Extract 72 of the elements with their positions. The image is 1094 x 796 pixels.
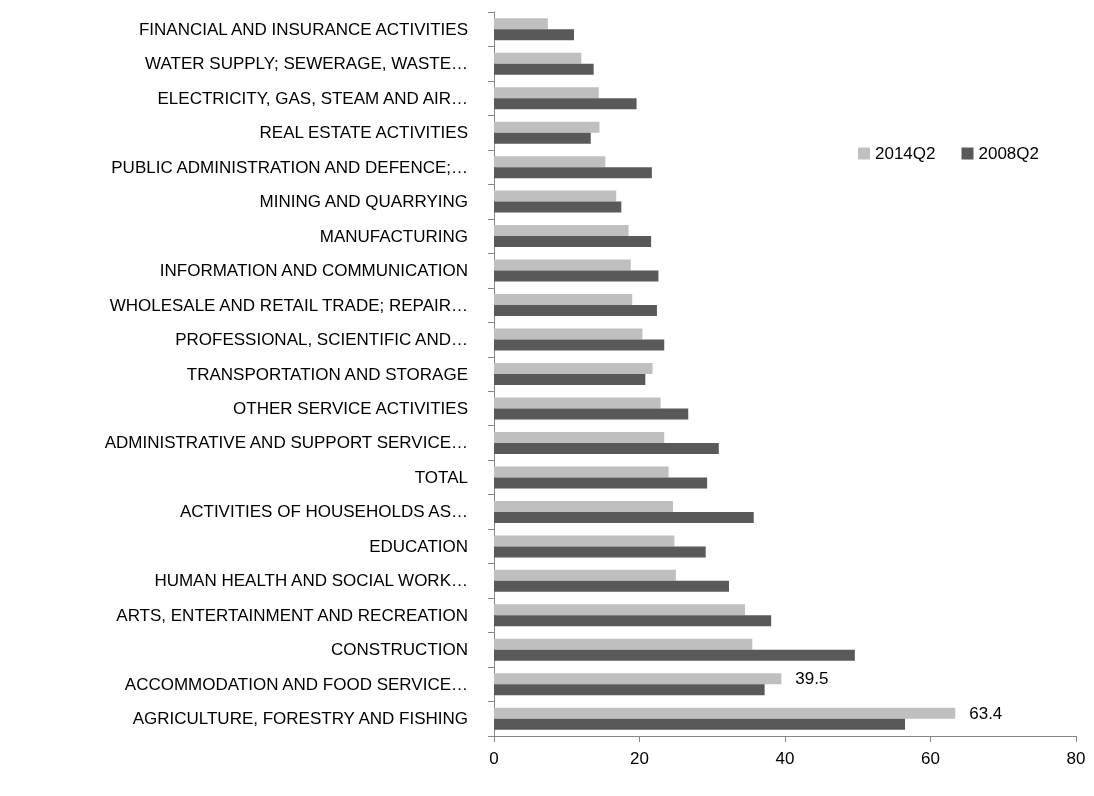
- x-tick-label: 80: [1066, 749, 1086, 768]
- bar: [494, 615, 772, 627]
- y-tick-label: PROFESSIONAL, SCIENTIFIC AND…: [175, 330, 468, 350]
- bar: [494, 442, 719, 454]
- bar: [494, 374, 646, 385]
- bar: [494, 294, 633, 306]
- bar: [494, 673, 782, 685]
- y-tick-label: TRANSPORTATION AND STORAGE: [186, 364, 468, 384]
- y-tick-label: TOTAL: [414, 467, 468, 487]
- legend-label: 2014Q2: [875, 144, 936, 163]
- bar: [494, 339, 665, 351]
- y-tick-label: ACCOMMODATION AND FOOD SERVICE…: [124, 674, 468, 694]
- y-tick-label: MINING AND QUARRYING: [259, 192, 468, 212]
- data-label: 39.5: [795, 669, 829, 689]
- y-tick-label: ADMINISTRATIVE AND SUPPORT SERVICE…: [104, 433, 468, 453]
- bar: [494, 569, 676, 581]
- bar: [494, 466, 669, 478]
- x-tick-label: 40: [775, 749, 795, 768]
- bar: [494, 604, 745, 616]
- y-tick-label: ARTS, ENTERTAINMENT AND RECREATION: [116, 605, 468, 625]
- bar: [494, 167, 652, 179]
- bar: [494, 121, 600, 133]
- bar: [494, 718, 906, 730]
- bar: [494, 29, 575, 41]
- bar: [494, 190, 617, 202]
- bar: [494, 535, 675, 547]
- y-tick-label: EDUCATION: [369, 536, 468, 556]
- y-tick-label: ACTIVITIES OF HOUSEHOLDS AS…: [179, 502, 468, 522]
- bar: [494, 649, 855, 661]
- data-label: 63.4: [969, 703, 1003, 723]
- bar: [494, 328, 643, 340]
- x-tick-label: 20: [630, 749, 649, 768]
- y-tick-label: WATER SUPPLY; SEWERAGE, WASTE…: [145, 54, 468, 74]
- bar: [494, 363, 653, 374]
- bar: [494, 546, 706, 558]
- bar: [494, 156, 606, 168]
- bar: [494, 132, 591, 144]
- y-tick-label: AGRICULTURE, FORESTRY AND FISHING: [132, 709, 468, 729]
- y-tick-label: INFORMATION AND COMMUNICATION: [159, 261, 468, 281]
- y-tick-label: OTHER SERVICE ACTIVITIES: [233, 398, 468, 418]
- bar: [494, 397, 661, 409]
- y-tick-label: PUBLIC ADMINISTRATION AND DEFENCE;…: [111, 157, 468, 177]
- bar: [494, 431, 665, 443]
- bar: [494, 52, 582, 64]
- bar: [494, 684, 765, 696]
- y-tick-label: FINANCIAL AND INSURANCE ACTIVITIES: [138, 19, 468, 39]
- bar: [494, 63, 594, 75]
- bar: [494, 98, 637, 110]
- bar: [494, 511, 754, 523]
- bar: [494, 270, 659, 282]
- y-tick-label: MANUFACTURING: [319, 226, 468, 246]
- bar: [494, 638, 753, 650]
- legend-label: 2008Q2: [978, 144, 1039, 163]
- y-tick-label: WHOLESALE AND RETAIL TRADE; REPAIR…: [109, 295, 468, 315]
- bar: [494, 201, 622, 213]
- bar: [494, 408, 689, 420]
- bar: [494, 236, 652, 248]
- bar: [494, 18, 548, 30]
- bar: [494, 500, 673, 512]
- bar: [494, 477, 708, 489]
- y-tick-label: REAL ESTATE ACTIVITIES: [259, 123, 468, 143]
- y-tick-label: ELECTRICITY, GAS, STEAM AND AIR…: [157, 88, 468, 108]
- x-tick-label: 0: [489, 749, 499, 768]
- bar: [494, 305, 657, 317]
- bar: [494, 87, 599, 99]
- bar: [494, 707, 956, 719]
- y-tick-label: HUMAN HEALTH AND SOCIAL WORK…: [154, 571, 468, 591]
- y-tick-label: CONSTRUCTION: [331, 640, 468, 660]
- bar: [494, 259, 631, 271]
- bar: [494, 225, 629, 237]
- x-tick-label: 60: [921, 749, 940, 768]
- bar: [494, 580, 729, 592]
